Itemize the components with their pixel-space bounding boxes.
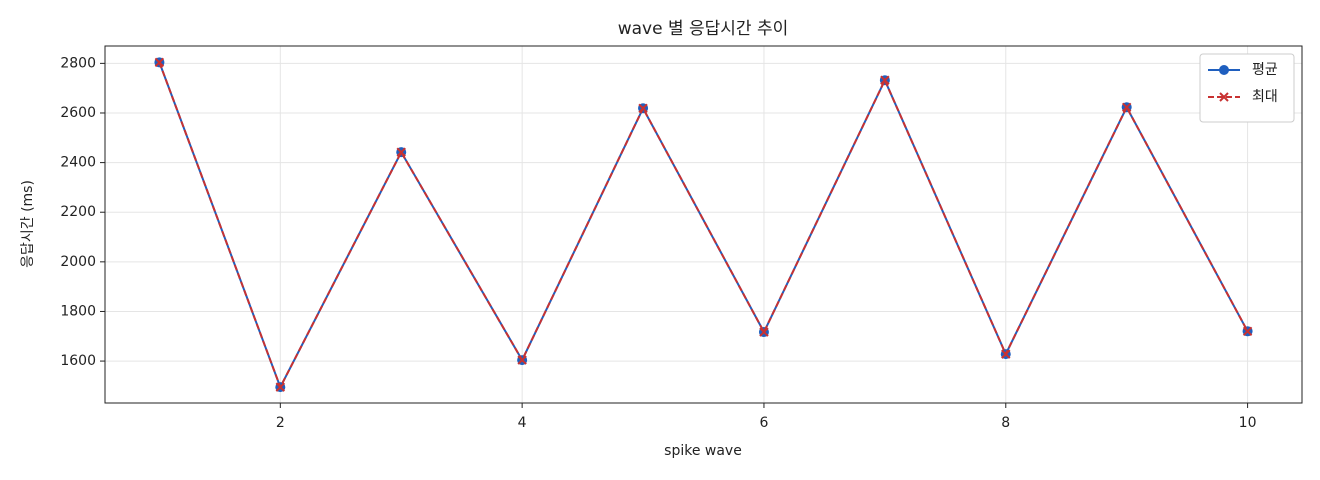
marker [517,355,527,365]
x-axis-label: spike wave [664,443,742,459]
y-tick-label: 2400 [60,155,96,171]
marker [275,382,286,392]
marker-shape [154,57,165,68]
x-tick-label: 4 [518,415,527,431]
y-tick-label: 1800 [60,303,96,319]
marker [1121,102,1132,112]
x-tick-label: 2 [276,415,285,431]
marker-shape [880,75,890,85]
y-axis-label: 응답시간 (ms) [20,180,36,268]
legend-box [1199,53,1295,123]
marker-shape [638,103,648,113]
y-tick-label: 2000 [60,254,96,270]
marker [759,327,769,337]
x-tick-label: 8 [1001,415,1010,431]
marker [1242,326,1253,337]
marker [396,147,406,157]
y-tick-label: 2600 [60,105,96,121]
marker-shape [1121,102,1132,112]
marker [1219,92,1229,102]
marker [638,103,648,113]
marker-shape [396,147,406,157]
x-tick-label: 10 [1239,415,1257,431]
marker-shape [1219,92,1229,102]
marker [154,57,165,68]
y-tick-label: 2200 [60,204,96,220]
marker [880,75,890,85]
chart-title: wave 별 응답시간 추이 [618,19,789,39]
plot-frame [104,45,1303,404]
marker-shape [1242,326,1253,337]
x-tick-label: 6 [759,415,768,431]
y-tick-label: 1600 [60,353,96,369]
series-line [158,62,1249,390]
legend-label: 평균 [1252,62,1278,78]
marker [1219,65,1229,75]
y-tick-label: 2800 [60,55,96,71]
marker-shape [1001,349,1011,359]
marker-shape [517,355,527,365]
marker [1001,349,1011,359]
marker-shape [275,382,286,392]
series-line [158,62,1249,390]
legend-label: 최대 [1252,89,1278,105]
marker-shape [759,327,769,337]
